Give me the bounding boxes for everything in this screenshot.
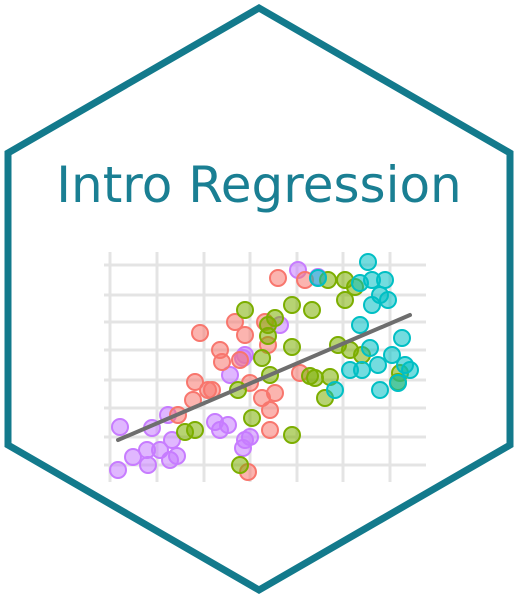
point	[191, 324, 209, 342]
point	[243, 409, 261, 427]
point	[283, 296, 301, 314]
point	[371, 381, 389, 399]
point	[109, 461, 127, 479]
point	[359, 253, 377, 271]
point	[326, 381, 344, 399]
point	[234, 439, 252, 457]
point	[363, 296, 381, 314]
point	[283, 426, 301, 444]
point	[253, 349, 271, 367]
point	[163, 431, 181, 449]
point	[351, 274, 369, 292]
point	[301, 367, 319, 385]
point	[309, 269, 327, 287]
point	[219, 416, 237, 434]
regression-line	[116, 313, 412, 442]
point	[139, 456, 157, 474]
point	[221, 366, 239, 384]
point	[393, 329, 411, 347]
hex-border	[4, 3, 514, 595]
point	[186, 421, 204, 439]
point	[231, 456, 249, 474]
point	[261, 421, 279, 439]
point	[261, 401, 279, 419]
title: Intro Regression	[56, 156, 461, 214]
point	[124, 448, 142, 466]
point	[283, 338, 301, 356]
point	[168, 447, 186, 465]
point	[369, 356, 387, 374]
scatter-points	[109, 253, 419, 481]
point	[111, 418, 129, 436]
point	[226, 313, 244, 331]
point	[236, 326, 254, 344]
point	[383, 346, 401, 364]
point	[401, 361, 419, 379]
point	[236, 301, 254, 319]
point	[336, 291, 354, 309]
point	[303, 301, 321, 319]
point	[213, 353, 231, 371]
point	[361, 339, 379, 357]
point	[389, 374, 407, 392]
point	[379, 291, 397, 309]
point	[231, 351, 249, 369]
point	[351, 316, 369, 334]
point	[266, 309, 284, 327]
point	[186, 373, 204, 391]
point	[353, 361, 371, 379]
point	[269, 269, 287, 287]
point	[266, 384, 284, 402]
point	[259, 327, 277, 345]
point	[376, 271, 394, 289]
